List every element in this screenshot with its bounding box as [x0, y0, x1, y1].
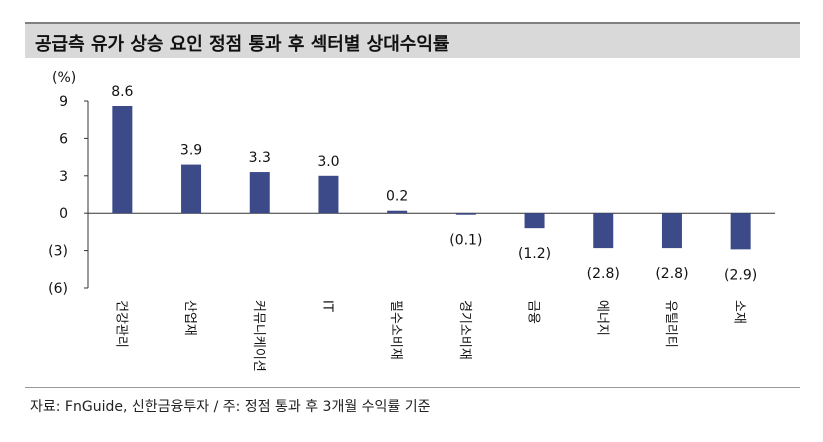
- bar-chart: (%) 9 6 3 0 (3) (6) 8.6 건강관리 3.9 산업재 3.3 커뮤니케이션 3.0 IT…: [48, 70, 775, 372]
- bar: [112, 105, 133, 214]
- bar: [387, 210, 408, 214]
- x-tick-label: 유틸리티: [663, 300, 678, 348]
- source-note: 자료: FnGuide, 신한금융투자 / 주: 정점 통과 후 3개월 수익률…: [30, 399, 431, 415]
- y-tick-label: (3): [48, 244, 68, 260]
- bar: [524, 213, 545, 229]
- data-label: 8.6: [111, 84, 133, 100]
- data-label: (2.9): [724, 267, 757, 283]
- divider: [25, 387, 800, 388]
- data-label: 3.3: [249, 150, 271, 166]
- y-axis-unit: (%): [52, 70, 76, 86]
- bar: [730, 213, 751, 250]
- chart-title: 공급측 유가 상승 요인 정점 통과 후 섹터별 상대수익률: [35, 34, 450, 55]
- y-tick-label: 6: [59, 131, 68, 147]
- x-tick-label: 금융: [526, 300, 541, 324]
- data-label: 3.9: [180, 143, 202, 159]
- y-tick-label: 3: [59, 169, 68, 185]
- data-label: (0.1): [449, 232, 482, 248]
- x-tick-label: 커뮤니케이션: [251, 300, 266, 372]
- title-bar: 공급측 유가 상승 요인 정점 통과 후 섹터별 상대수익률: [25, 22, 800, 58]
- bar: [661, 213, 682, 249]
- x-tick-label: 건강관리: [113, 300, 128, 348]
- bar: [455, 213, 476, 215]
- y-tick-label: 0: [59, 206, 68, 222]
- x-tick-label: 에너지: [594, 300, 609, 336]
- bar: [249, 172, 270, 214]
- data-label: (1.2): [518, 246, 551, 262]
- x-tick-label: 경기소비재: [457, 300, 472, 360]
- data-label: 3.0: [317, 154, 339, 170]
- data-label: 0.2: [386, 189, 408, 205]
- bar: [318, 175, 339, 214]
- x-tick-label: 산업재: [182, 300, 197, 336]
- y-tick-label: 9: [59, 94, 68, 110]
- x-tick-label: 소재: [732, 300, 747, 324]
- bar: [593, 213, 614, 249]
- bar: [181, 164, 202, 214]
- x-tick-label: 필수소비재: [388, 300, 403, 360]
- y-tick-label: (6): [48, 281, 68, 297]
- x-tick-label: IT: [319, 300, 334, 312]
- data-label: (2.8): [587, 266, 620, 282]
- data-label: (2.8): [655, 266, 688, 282]
